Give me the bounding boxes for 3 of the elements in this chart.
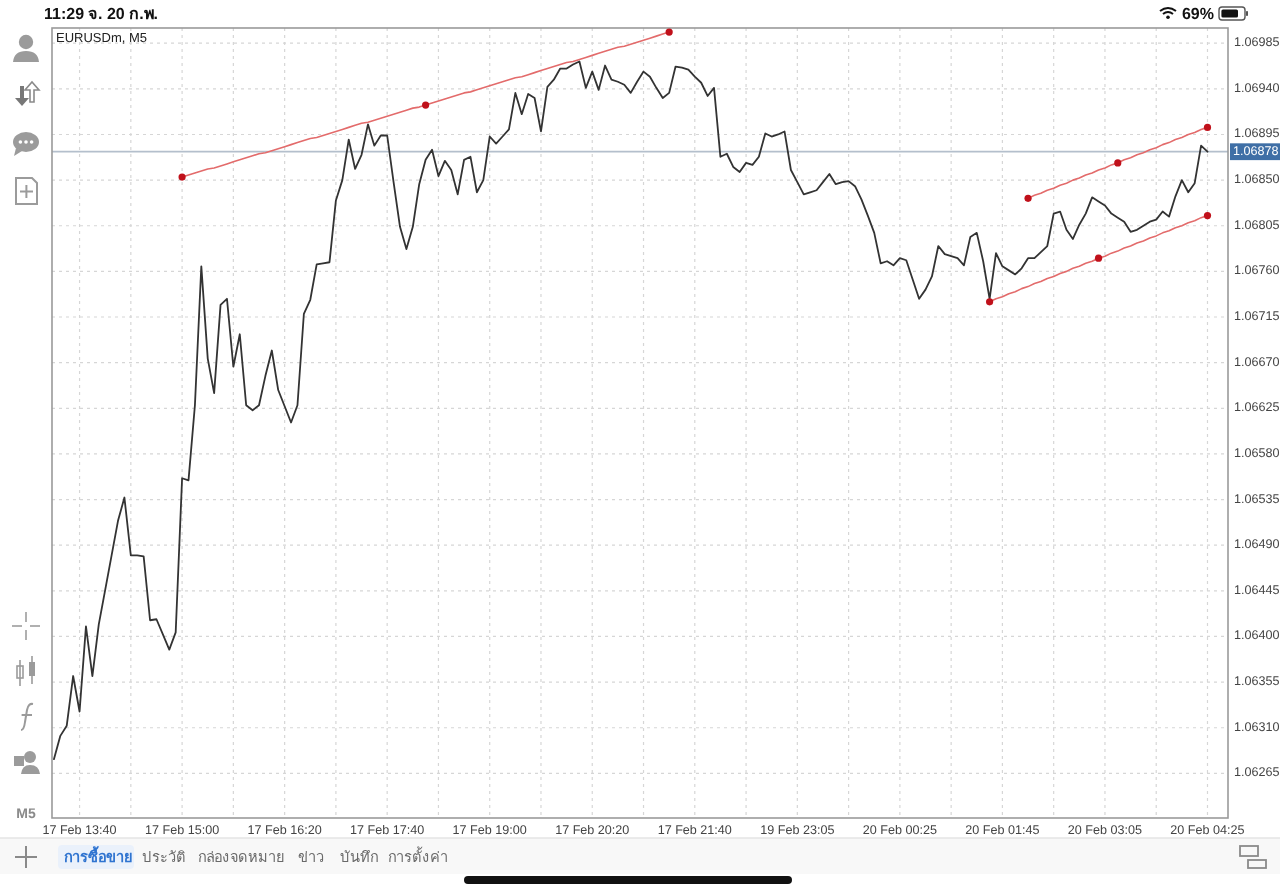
text: 11:29 — [44, 5, 86, 23]
text: จ. 20 ก.พ. — [88, 5, 159, 23]
text: 69% — [1181, 5, 1214, 23]
